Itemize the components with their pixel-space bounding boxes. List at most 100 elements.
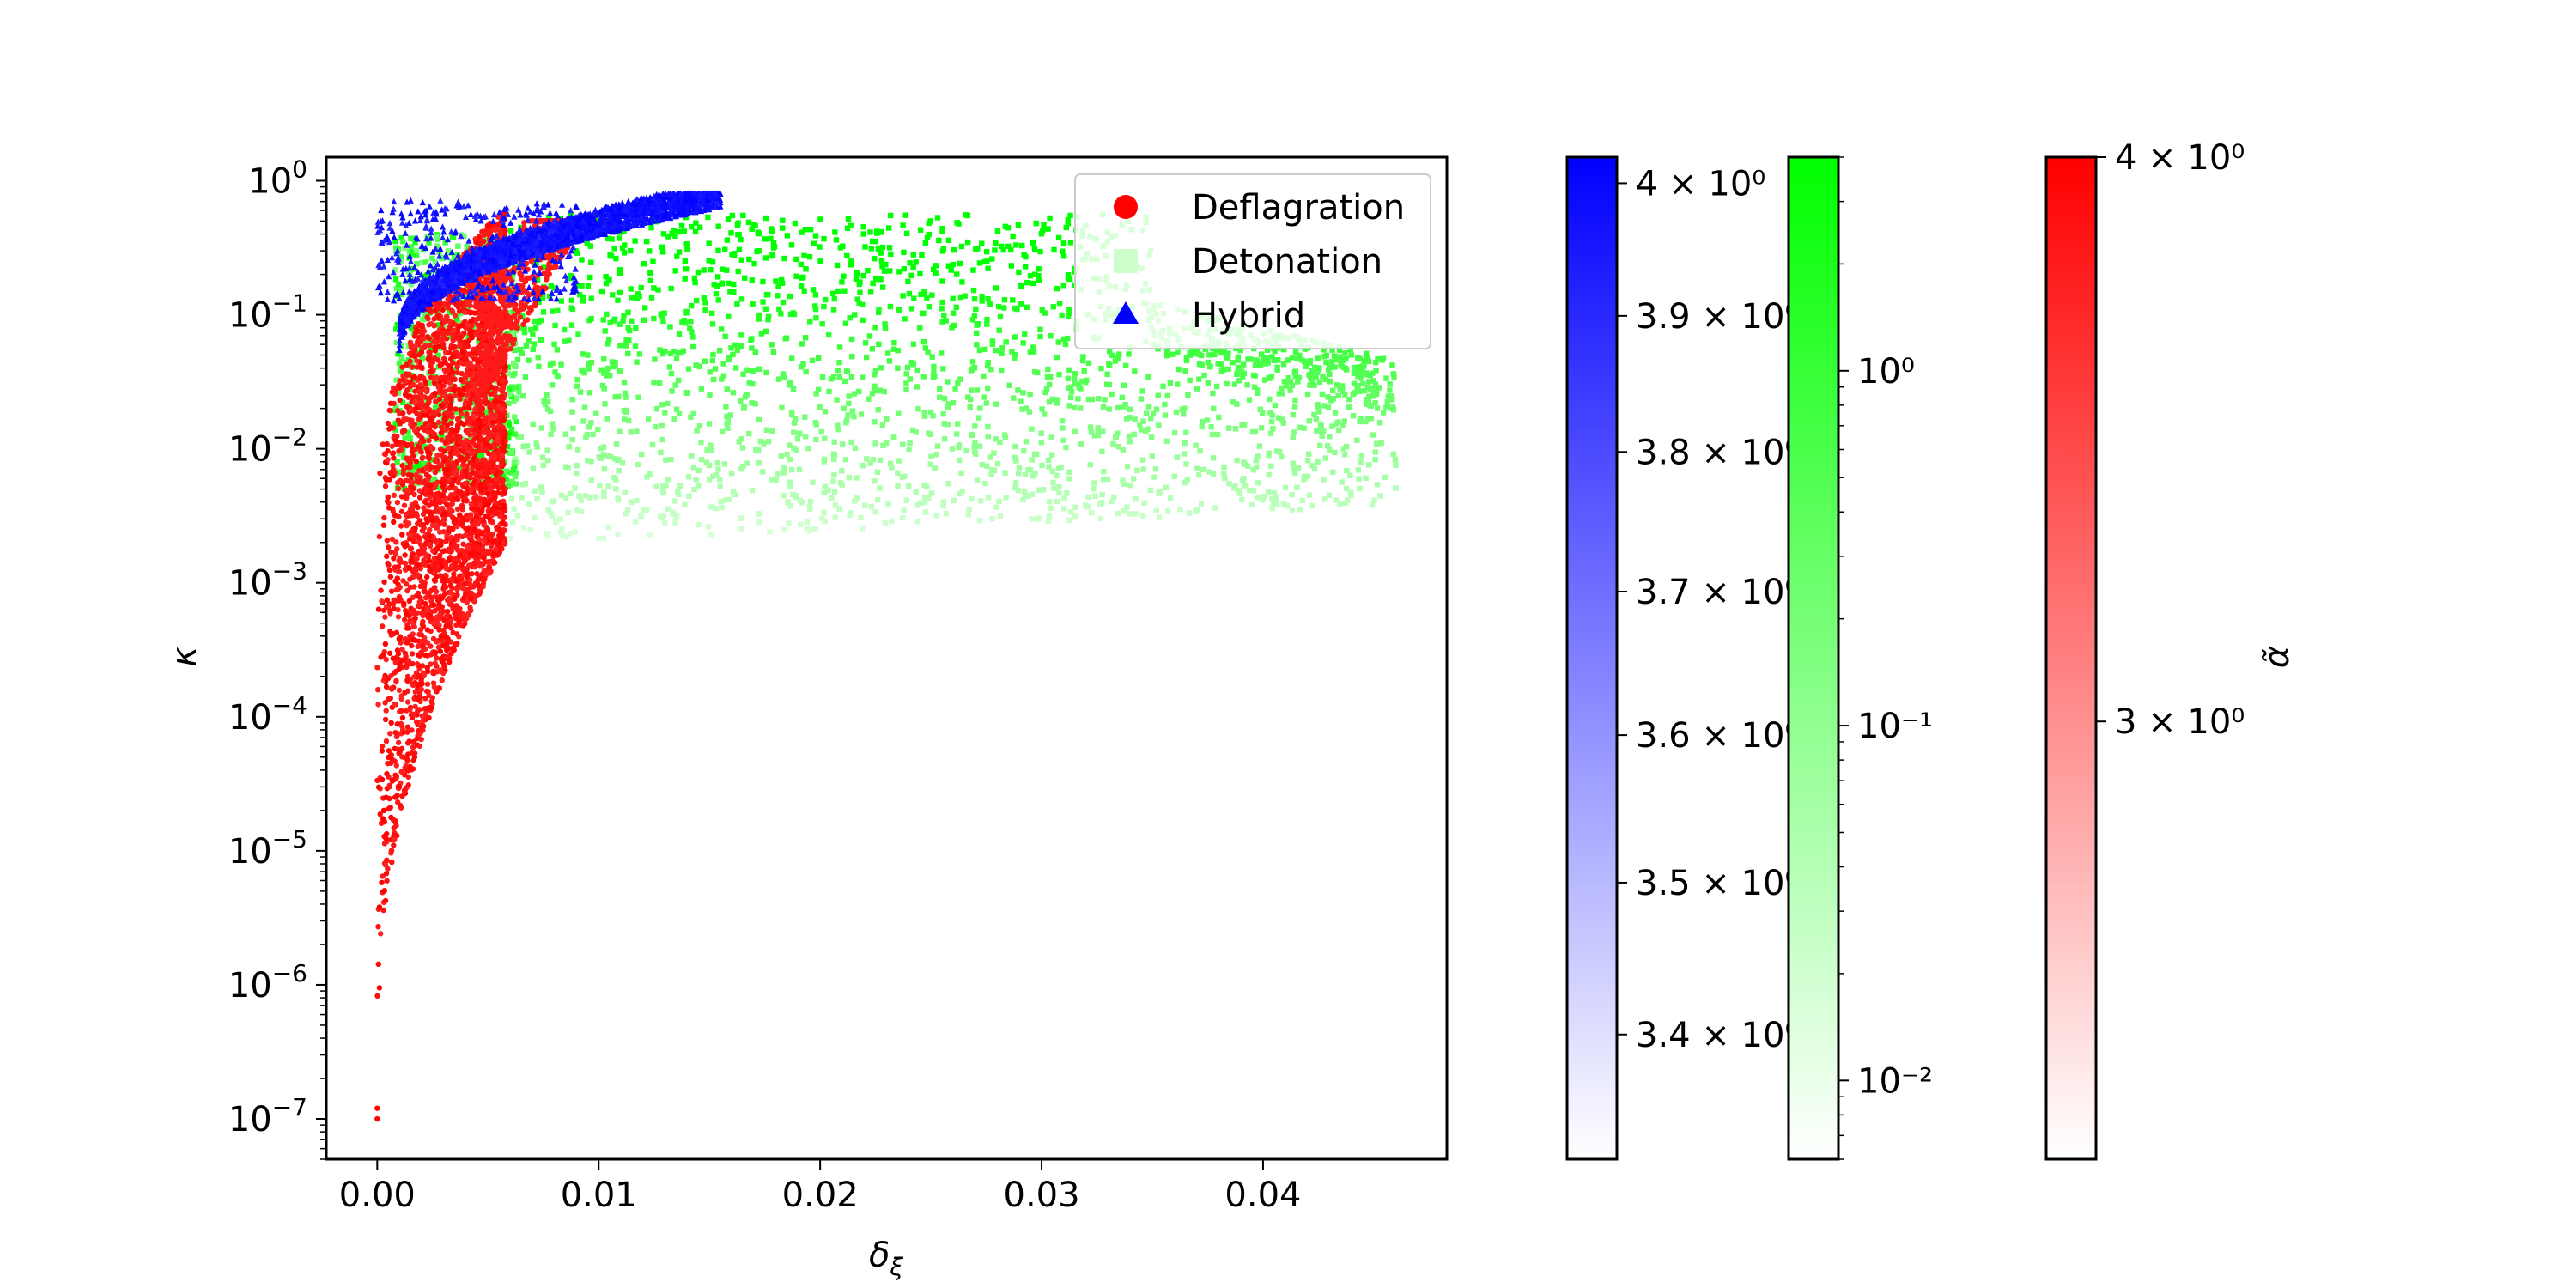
detonation-point — [1036, 487, 1042, 493]
detonation-point — [422, 460, 428, 467]
detonation-point — [579, 368, 585, 374]
detonation-point — [831, 456, 837, 463]
detonation-point — [842, 320, 849, 326]
detonation-point — [614, 457, 621, 464]
detonation-point — [1056, 371, 1062, 378]
detonation-point — [909, 427, 916, 434]
detonation-point — [867, 229, 873, 235]
detonation-point — [598, 367, 605, 373]
detonation-point — [869, 391, 876, 397]
detonation-point — [1164, 352, 1170, 359]
detonation-point — [605, 341, 611, 347]
detonation-point — [911, 295, 917, 301]
detonation-point — [812, 306, 819, 313]
detonation-point — [872, 509, 878, 515]
detonation-point — [934, 215, 941, 221]
deflagration-point — [436, 396, 443, 403]
detonation-point — [970, 267, 976, 273]
detonation-point — [406, 402, 413, 408]
detonation-point — [1030, 344, 1036, 350]
detonation-point — [801, 288, 807, 294]
deflagration-point — [426, 714, 432, 721]
detonation-point — [1065, 375, 1071, 381]
detonation-point — [903, 497, 909, 503]
detonation-point — [885, 350, 891, 356]
detonation-point — [918, 500, 924, 506]
detonation-point — [776, 306, 782, 313]
deflagration-point — [381, 451, 388, 457]
detonation-point — [921, 290, 927, 296]
detonation-point — [1343, 443, 1350, 450]
detonation-point — [1280, 420, 1286, 426]
detonation-point — [979, 461, 985, 468]
deflagration-point — [395, 606, 401, 613]
detonation-point — [1131, 431, 1137, 438]
detonation-point — [790, 491, 796, 498]
detonation-point — [394, 459, 400, 465]
detonation-point — [1119, 394, 1126, 401]
detonation-point — [1325, 367, 1332, 373]
detonation-point — [738, 236, 744, 243]
detonation-point — [1315, 355, 1321, 361]
detonation-point — [738, 332, 744, 338]
detonation-point — [849, 353, 855, 360]
detonation-point — [565, 509, 571, 516]
detonation-point — [1091, 486, 1097, 492]
detonation-point — [984, 463, 990, 469]
detonation-point — [1261, 494, 1267, 500]
detonation-point — [1145, 426, 1151, 432]
detonation-point — [1012, 305, 1018, 312]
detonation-point — [580, 298, 586, 304]
detonation-point — [860, 301, 866, 308]
deflagration-point — [446, 557, 453, 564]
detonation-point — [1194, 386, 1200, 392]
detonation-point — [600, 444, 607, 450]
detonation-point — [882, 519, 888, 526]
detonation-point — [1342, 452, 1348, 458]
detonation-point — [466, 423, 473, 429]
detonation-point — [993, 240, 999, 246]
detonation-point — [1065, 313, 1072, 319]
detonation-point — [1287, 387, 1293, 393]
detonation-point — [653, 483, 659, 490]
detonation-point — [510, 466, 517, 473]
detonation-point — [790, 386, 797, 392]
detonation-point — [875, 407, 881, 413]
detonation-point — [538, 484, 544, 490]
detonation-point — [788, 355, 795, 361]
detonation-point — [1375, 355, 1381, 362]
detonation-point — [819, 321, 825, 327]
detonation-point — [1335, 419, 1341, 425]
deflagration-point — [488, 429, 494, 436]
detonation-point — [895, 347, 901, 354]
detonation-point — [628, 429, 634, 435]
detonation-point — [816, 386, 822, 393]
detonation-point — [616, 467, 622, 474]
detonation-point — [617, 343, 623, 349]
detonation-point — [721, 461, 728, 467]
detonation-point — [1181, 451, 1188, 457]
detonation-point — [900, 293, 906, 299]
detonation-point — [856, 300, 862, 307]
detonation-point — [943, 511, 950, 517]
detonation-point — [939, 299, 945, 306]
detonation-point — [957, 294, 964, 301]
detonation-point — [1124, 504, 1130, 510]
detonation-point — [841, 288, 848, 294]
detonation-point — [696, 363, 703, 370]
detonation-point — [693, 362, 699, 368]
detonation-point — [584, 240, 590, 247]
deflagration-point — [404, 464, 411, 471]
detonation-point — [769, 428, 775, 434]
detonation-point — [902, 212, 909, 218]
detonation-point — [1355, 374, 1361, 380]
deflagration-point — [412, 343, 419, 349]
detonation-point — [1015, 487, 1022, 494]
detonation-point — [1289, 491, 1295, 498]
detonation-point — [746, 256, 752, 263]
detonation-point — [1370, 432, 1376, 438]
deflagration-point — [465, 586, 471, 592]
detonation-point — [1018, 283, 1024, 289]
detonation-point — [698, 439, 704, 446]
detonation-point — [921, 410, 927, 416]
